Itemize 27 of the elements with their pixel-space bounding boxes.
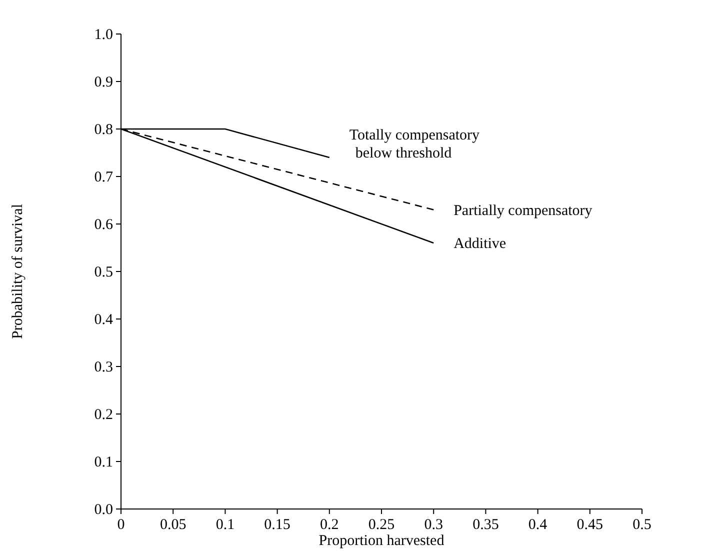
x-axis-title: Proportion harvested [318,533,445,549]
y-tick-label: 0.6 [94,217,114,233]
series-label: Totally compensatory below threshold [349,128,480,162]
y-tick-label: 0.8 [94,122,113,138]
y-tick-label: 0.2 [94,407,113,423]
x-tick-label: 0.35 [472,517,499,533]
series-label: Partially compensatory [454,202,593,219]
x-tick-label: 0.3 [424,517,443,533]
x-tick-label: 0.4 [528,517,548,533]
x-tick-label: 0.1 [216,517,235,533]
y-axis-title: Probability of survival [10,204,26,339]
y-tick-label: 0.3 [94,360,113,376]
y-tick-label: 0.4 [94,312,114,328]
y-tick-label: 0.5 [94,264,113,280]
y-tick-label: 0.7 [94,170,114,186]
x-tick-label: 0.15 [264,517,290,533]
x-tick-label: 0.25 [368,517,395,533]
x-tick-label: 0.45 [576,517,604,533]
x-tick-label: 0 [117,517,125,533]
y-tick-label: 0.1 [94,454,113,470]
y-tick-label: 1.0 [94,27,113,43]
x-tick-label: 0.2 [320,517,339,533]
series-label: Additive [454,236,506,252]
y-tick-label: 0.9 [94,74,113,90]
y-tick-label: 0.0 [94,502,113,518]
x-tick-label: 0.05 [160,517,186,533]
x-tick-label: 0.5 [632,517,652,533]
